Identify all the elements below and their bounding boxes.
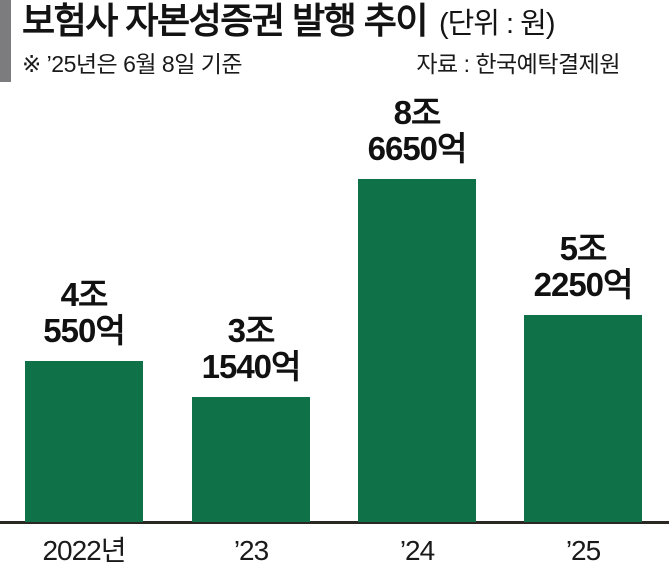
value-label-23: 3조 1540억 xyxy=(201,312,302,385)
header-subrow: ※ ’25년은 6월 8일 기준 자료 : 한국예탁결제원 xyxy=(22,50,620,78)
chart-title: 보험사 자본성증권 발행 추이 xyxy=(22,0,428,41)
x-axis-label-24: ’24 xyxy=(399,535,435,566)
x-axis-line xyxy=(0,521,669,524)
title-accent-bar xyxy=(0,0,11,82)
value-label-24: 8조 6650억 xyxy=(367,94,468,167)
bar-24 xyxy=(358,179,476,522)
bar-23 xyxy=(192,397,310,522)
bar-2022 xyxy=(25,361,143,522)
x-axis-label-25: ’25 xyxy=(565,535,601,566)
x-axis-label-23: ’23 xyxy=(233,535,269,566)
data-source: 자료 : 한국예탁결제원 xyxy=(416,51,620,77)
bar-25 xyxy=(524,315,642,522)
unit-label: (단위 : 원) xyxy=(438,8,556,40)
x-axis-label-2022: 2022년 xyxy=(42,535,126,566)
value-label-25: 5조 2250억 xyxy=(533,230,634,303)
header: 보험사 자본성증권 발행 추이 (단위 : 원) xyxy=(22,0,667,42)
footnote: ※ ’25년은 6월 8일 기준 xyxy=(22,51,243,77)
value-label-2022: 4조 550억 xyxy=(43,276,125,349)
